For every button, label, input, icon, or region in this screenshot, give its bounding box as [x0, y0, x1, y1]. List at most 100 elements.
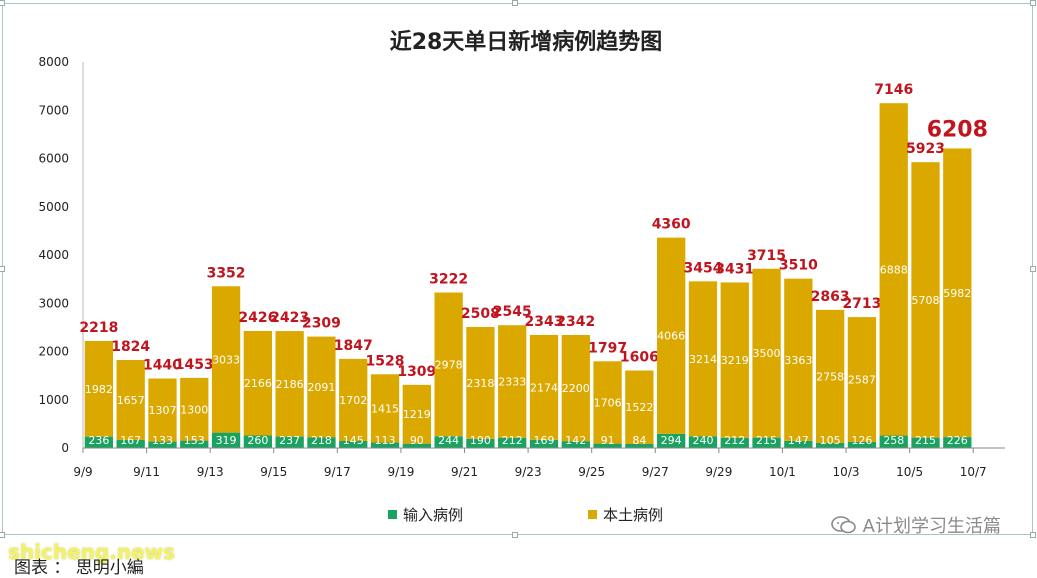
- data-label-local: 3214: [689, 353, 717, 366]
- data-label-imported: 244: [438, 434, 459, 447]
- data-label-total: 1309: [397, 364, 436, 380]
- resize-handle-left[interactable]: [0, 266, 5, 272]
- y-tick-label: 6000: [38, 152, 69, 166]
- data-label-total: 1528: [366, 353, 405, 369]
- data-label-imported: 218: [311, 434, 332, 447]
- data-label-total: 5923: [906, 141, 945, 157]
- y-tick-label: 1000: [38, 393, 69, 407]
- data-label-total: 3510: [779, 258, 818, 274]
- data-label-total: 3352: [207, 265, 246, 281]
- data-label-local: 5982: [943, 287, 971, 300]
- bar-imported: [275, 436, 304, 448]
- x-tick-label: 9/21: [451, 465, 478, 479]
- x-tick-label: 9/19: [387, 465, 414, 479]
- bar-local: [625, 370, 654, 444]
- data-label-total: 6208: [927, 117, 988, 142]
- data-label-imported: 142: [565, 434, 586, 447]
- data-label-imported: 240: [692, 434, 713, 447]
- data-label-imported: 258: [883, 434, 904, 447]
- data-label-total: 3222: [429, 272, 468, 288]
- data-label-local: 1415: [371, 402, 399, 415]
- data-label-imported: 226: [947, 434, 968, 447]
- bar-local: [211, 286, 241, 433]
- y-tick-label: 0: [61, 441, 69, 455]
- bar-local: [275, 331, 304, 437]
- bar-local: [784, 278, 813, 441]
- bar-imported: [529, 439, 559, 448]
- data-label-total: 1440: [143, 358, 182, 374]
- data-label-imported: 126: [851, 434, 872, 447]
- bar-imported: [307, 437, 336, 448]
- bar-imported: [434, 436, 463, 448]
- data-label-imported: 133: [152, 434, 173, 447]
- bar-local: [720, 282, 749, 438]
- bar-imported: [943, 437, 972, 448]
- bar-imported: [243, 435, 273, 448]
- watermark-text: A计划学习生活篇: [862, 516, 1001, 537]
- data-label-local: 2200: [562, 382, 590, 395]
- resize-handle-top[interactable]: [512, 0, 518, 6]
- bar-local: [466, 326, 495, 439]
- data-label-total: 3431: [715, 261, 754, 277]
- data-label-total: 3715: [747, 248, 786, 264]
- resize-handle-bottom-right[interactable]: [1030, 532, 1036, 538]
- data-label-local: 2186: [276, 378, 304, 391]
- data-label-local: 2333: [498, 375, 526, 388]
- bar-local: [148, 378, 177, 442]
- y-axis: 0 1000 2000 3000 4000 5000 6000 7000 8000: [38, 55, 84, 455]
- data-label-total: 3454: [683, 260, 722, 276]
- data-label-imported: 260: [247, 434, 268, 447]
- legend-item-local: 本土病例: [588, 504, 663, 525]
- data-label-imported: 319: [216, 434, 237, 447]
- x-tick-label: 9/15: [260, 465, 287, 479]
- bar-local: [911, 162, 940, 438]
- resize-handle-bottom[interactable]: [512, 532, 518, 538]
- caption: 图表 ： 思明小編: [14, 558, 144, 578]
- x-axis: 9/9 9/11 9/13 9/15 9/17 9/19 9/21 9/23 9/25 9/27 9…: [73, 447, 1005, 479]
- x-tick-label: 9/9: [73, 465, 92, 479]
- y-tick-label: 3000: [38, 296, 69, 310]
- bar-local: [307, 336, 336, 438]
- bar-imported: [625, 443, 654, 448]
- legend-swatch-local: [588, 510, 597, 519]
- data-label-imported: 113: [375, 434, 396, 447]
- y-tick-label: 7000: [38, 103, 69, 117]
- bar-local: [847, 317, 877, 442]
- bar-imported: [879, 435, 908, 448]
- data-label-total: 1824: [111, 339, 150, 355]
- resize-handle-right[interactable]: [1030, 266, 1036, 272]
- data-label-local: 2587: [848, 374, 876, 387]
- watermark: A计划学习生活篇: [830, 512, 1001, 538]
- resize-handle-top-right[interactable]: [1030, 0, 1036, 6]
- bar-imported: [911, 437, 940, 448]
- data-label-total: 7146: [874, 82, 913, 98]
- y-tick-label: 4000: [38, 248, 69, 262]
- data-label-total: 4360: [652, 217, 691, 233]
- legend-label-imported: 输入病例: [403, 506, 464, 524]
- data-label-imported: 167: [120, 434, 141, 447]
- bar-imported: [720, 437, 749, 448]
- data-label-local: 3219: [721, 354, 749, 367]
- wechat-icon: [830, 516, 856, 534]
- bar-imported: [561, 441, 590, 448]
- resize-handle-bottom-left[interactable]: [0, 532, 5, 538]
- bar-local: [243, 330, 273, 436]
- bar-local: [402, 384, 431, 444]
- x-tick-label: 9/23: [515, 465, 542, 479]
- bar-imported: [815, 442, 845, 448]
- x-tick-label: 9/27: [642, 465, 669, 479]
- data-label-imported: 169: [534, 434, 555, 447]
- data-label-local: 1300: [180, 403, 208, 416]
- data-label-local: 1702: [339, 394, 367, 407]
- bar-imported: [466, 438, 495, 448]
- data-label-total: 2218: [79, 320, 118, 336]
- bar-imported: [84, 436, 114, 448]
- bar-local: [593, 361, 622, 444]
- bar-imported: [180, 440, 209, 448]
- data-label-local: 1219: [403, 408, 431, 421]
- bar-imported: [339, 441, 368, 448]
- x-tick-label: 10/3: [833, 465, 860, 479]
- data-label-total: 2713: [842, 296, 881, 312]
- bar-local: [561, 334, 590, 442]
- resize-handle-top-left[interactable]: [0, 0, 5, 6]
